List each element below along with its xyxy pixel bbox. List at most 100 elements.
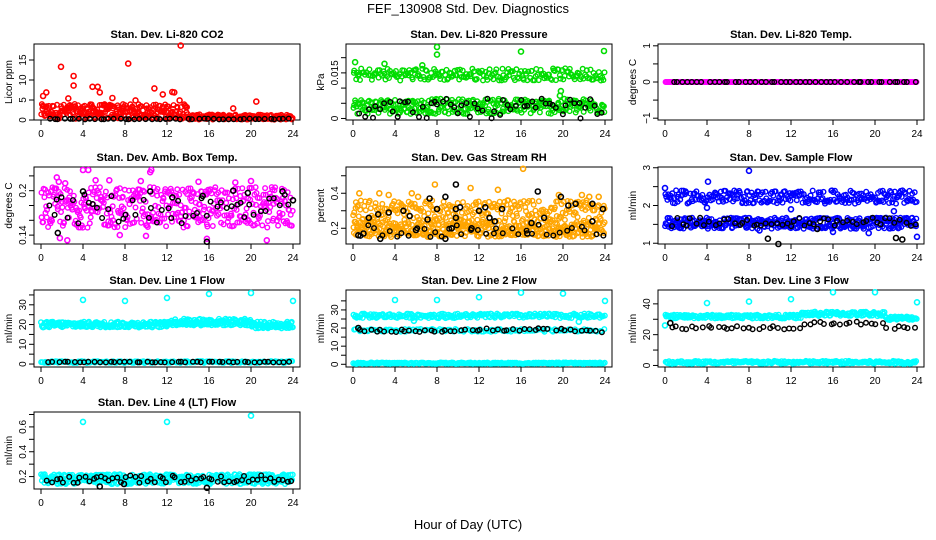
data-point-outlier [151,85,158,92]
data-point-outlier [65,95,72,102]
data-point [366,66,373,73]
data-point [62,358,69,365]
data-point [86,220,93,227]
data-point [220,221,227,228]
data-point [182,212,189,219]
series-all [38,166,296,244]
data-point [357,76,364,83]
data-point-outlier [431,181,439,188]
x-tick-label: 16 [515,376,527,387]
y-tick-label: 0.2 [18,183,29,197]
data-point [732,220,739,227]
series-all [661,167,921,241]
data-point-outlier [540,214,548,222]
data-point [810,221,817,228]
data-point-outlier [195,178,202,186]
panel-title: Stan. Dev. Amb. Box Temp. [97,152,238,164]
data-point [111,224,118,231]
data-point-outlier [79,188,87,195]
data-point [138,219,145,226]
data-point-outlier [898,236,906,243]
data-point [763,78,770,85]
data-point [155,203,162,210]
data-point [142,116,149,123]
data-point [511,198,518,205]
data-point [416,328,423,335]
data-point [252,184,259,191]
data-point [91,358,98,365]
data-point [464,202,471,209]
data-point [381,100,388,107]
data-point [797,78,804,85]
data-point-outlier [890,207,898,215]
data-point [167,185,174,192]
data-point [81,191,88,198]
data-point [529,98,536,105]
data-point [262,207,269,214]
data-point-outlier [456,204,464,211]
data-point-outlier [578,191,586,199]
data-point-outlier [534,188,542,195]
data-point-outlier [764,235,772,242]
data-point [361,328,368,335]
data-point [865,78,872,85]
data-point [536,109,543,116]
data-point [259,222,266,229]
data-point [207,198,214,205]
data-point [404,98,411,105]
data-point [731,196,738,203]
data-point [800,225,807,232]
data-point [425,210,432,217]
data-point-outlier [704,178,712,185]
data-point [448,217,455,224]
y-tick-label: 0 [330,115,341,121]
data-point [175,358,182,365]
data-point [490,230,497,237]
data-point-outlier [61,180,69,187]
x-tick-label: 8 [746,129,752,140]
data-point [194,358,201,365]
data-point [86,115,93,122]
data-point-outlier [132,97,139,104]
data-point [431,328,438,335]
data-point [75,220,82,227]
data-point [601,109,608,116]
y-axis-label: ml/min [316,314,327,343]
x-tick-label: 16 [203,129,215,140]
x-tick-label: 12 [161,129,173,140]
data-point [265,218,272,225]
data-point [270,359,277,366]
data-point [129,197,136,204]
data-point [276,115,283,122]
data-point [147,204,154,211]
data-point [285,201,292,208]
data-point [447,101,454,108]
data-point [58,194,65,201]
data-point [888,189,895,196]
data-point-outlier [85,166,92,174]
y-axis-label: degrees C [4,182,15,228]
data-point-outlier [351,58,359,66]
data-point [735,78,742,85]
data-point [550,232,557,239]
data-point [370,114,377,121]
data-point [699,191,706,198]
x-tick-label: 0 [38,129,44,140]
data-point [441,327,448,334]
data-point [600,76,607,83]
x-tick-label: 24 [599,253,611,264]
data-point-outlier [137,177,145,185]
data-point [265,198,272,205]
data-point [499,65,506,72]
data-point [166,115,173,122]
data-point [476,326,483,333]
data-point-outlier [661,184,669,192]
data-point-outlier [519,165,527,173]
data-point [880,198,887,205]
data-point-outlier [486,214,493,222]
y-tick-label: −1 [642,112,653,124]
data-point-outlier [169,194,176,201]
data-point [355,213,362,220]
